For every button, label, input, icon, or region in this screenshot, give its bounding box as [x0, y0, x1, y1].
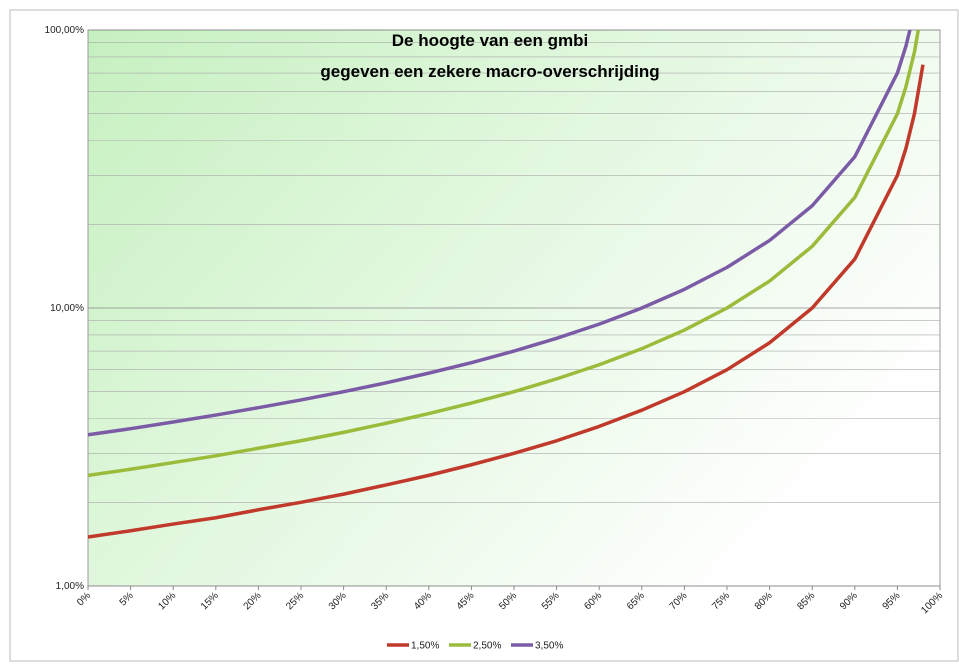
y-tick-label: 10,00% — [50, 303, 84, 314]
series-line — [88, 30, 921, 478]
x-tick-label: 85% — [795, 590, 817, 612]
x-tick-label: 0% — [75, 590, 93, 608]
y-tick-label: 100,00% — [45, 25, 85, 36]
x-tick-label: 40% — [412, 590, 434, 612]
x-tick-label: 45% — [455, 590, 477, 612]
x-tick-label: 35% — [369, 590, 391, 612]
x-tick-label: 100% — [919, 590, 945, 616]
chart-title: De hoogte van een gmbi — [392, 31, 588, 50]
x-tick-label: 50% — [497, 590, 519, 612]
series-line — [88, 64, 925, 539]
legend-label: 3,50% — [535, 641, 563, 652]
series-line — [88, 30, 912, 437]
x-tick-label: 70% — [668, 590, 690, 612]
x-tick-label: 10% — [156, 590, 178, 612]
legend-label: 2,50% — [473, 641, 501, 652]
legend-label: 1,50% — [411, 641, 439, 652]
x-tick-label: 5% — [118, 590, 136, 608]
chart-subtitle: gegeven een zekere macro-overschrijding — [320, 62, 659, 81]
y-tick-label: 1,00% — [56, 581, 84, 592]
x-tick-label: 60% — [582, 590, 604, 612]
x-tick-label: 20% — [242, 590, 264, 612]
x-tick-label: 30% — [327, 590, 349, 612]
lines — [88, 30, 925, 539]
x-tick-label: 80% — [753, 590, 775, 612]
x-tick-label: 95% — [881, 590, 903, 612]
chart-frame — [9, 9, 959, 662]
x-tick-label: 65% — [625, 590, 647, 612]
x-tick-label: 25% — [284, 590, 306, 612]
x-tick-label: 90% — [838, 590, 860, 612]
x-tick-label: 15% — [199, 590, 221, 612]
x-tick-label: 75% — [710, 590, 732, 612]
x-tick-label: 55% — [540, 590, 562, 612]
